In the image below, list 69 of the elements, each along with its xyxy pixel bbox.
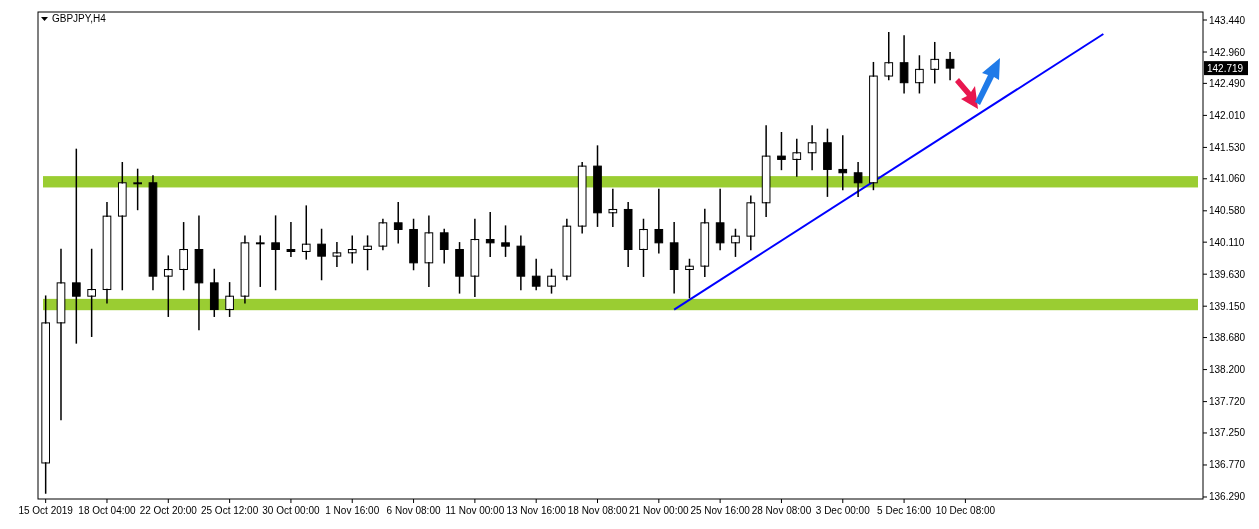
- y-tick-label: 139.150: [1209, 300, 1246, 312]
- y-tick-label: 137.250: [1209, 427, 1246, 439]
- candlestick: [899, 35, 909, 94]
- y-tick-label: 142.010: [1209, 109, 1246, 121]
- x-tick-label: 22 Oct 20:00: [139, 505, 198, 516]
- chart-title: GBPJPY,H4: [52, 13, 107, 24]
- candlestick: [715, 188, 725, 251]
- candlestick: [179, 222, 188, 291]
- candlestick: [746, 195, 756, 251]
- candlestick: [562, 218, 572, 281]
- candlestick: [378, 218, 388, 251]
- candlestick: [654, 188, 664, 254]
- x-tick-label: 15 Oct 2019: [18, 505, 74, 516]
- x-tick-label: 3 Dec 00:00: [815, 505, 871, 516]
- candlestick: [884, 31, 894, 81]
- y-tick-label: 141.060: [1209, 173, 1246, 185]
- candlestick: [531, 258, 541, 291]
- candlestick: [240, 235, 250, 304]
- x-tick-label: 25 Oct 12:00: [200, 505, 259, 516]
- y-tick-label: 140.580: [1209, 205, 1246, 217]
- candlestick: [945, 51, 955, 81]
- candlestick: [577, 162, 587, 234]
- candlestick: [117, 162, 127, 291]
- y-tick-label: 141.530: [1209, 141, 1246, 153]
- candlestick: [393, 202, 403, 244]
- y-tick-label: 139.630: [1209, 268, 1246, 280]
- candlestick: [439, 228, 449, 264]
- candlestick: [41, 295, 50, 494]
- x-tick-label: 18 Oct 04:00: [78, 505, 137, 516]
- candlestick: [332, 242, 342, 267]
- x-tick-label: 5 Dec 16:00: [877, 505, 932, 516]
- y-tick-label: 137.720: [1209, 396, 1246, 408]
- candlestick: [424, 215, 434, 287]
- candlestick: [470, 218, 480, 297]
- x-tick-label: 21 Nov 00:00: [629, 505, 689, 516]
- x-tick-label: 13 Nov 16:00: [506, 505, 567, 516]
- y-tick-label: 140.110: [1209, 236, 1245, 248]
- candlestick: [853, 162, 863, 197]
- text: 142.719: [1207, 62, 1244, 74]
- y-tick-label: 142.490: [1209, 77, 1246, 89]
- candlestick: [516, 235, 526, 291]
- candlestick: [271, 215, 280, 291]
- x-tick-label: 18 Nov 08:00: [567, 505, 628, 516]
- x-tick-label: 6 Nov 08:00: [386, 505, 441, 516]
- x-tick-label: 11 Nov 00:00: [445, 505, 505, 516]
- x-tick-label: 28 Nov 08:00: [751, 505, 812, 516]
- candlestick: [700, 208, 710, 277]
- candlestick: [669, 222, 679, 294]
- candlestick: [102, 202, 112, 304]
- x-tick-label: 30 Oct 00:00: [262, 505, 320, 516]
- y-tick-label: 142.960: [1209, 46, 1246, 58]
- candlestick: [623, 202, 633, 267]
- x-tick-label: 10 Dec 08:00: [935, 505, 996, 516]
- candlestick: [71, 148, 81, 344]
- candlestick: [87, 248, 96, 337]
- candlestick: [807, 125, 817, 171]
- candlestick: [286, 222, 296, 257]
- y-tick-label: 136.770: [1209, 459, 1246, 471]
- candlestick: [761, 125, 771, 217]
- x-tick-label: 25 Nov 16:00: [690, 505, 751, 516]
- x-tick-label: 1 Nov 16:00: [325, 505, 380, 516]
- candlestick: [792, 138, 802, 177]
- y-tick-label: 143.440: [1209, 14, 1246, 26]
- y-tick-label: 138.680: [1209, 332, 1246, 344]
- candlestick: [194, 215, 204, 331]
- y-tick-label: 136.290: [1209, 491, 1246, 503]
- y-tick-label: 138.200: [1209, 364, 1246, 376]
- candlestick: [148, 175, 158, 291]
- candlestick: [56, 248, 66, 421]
